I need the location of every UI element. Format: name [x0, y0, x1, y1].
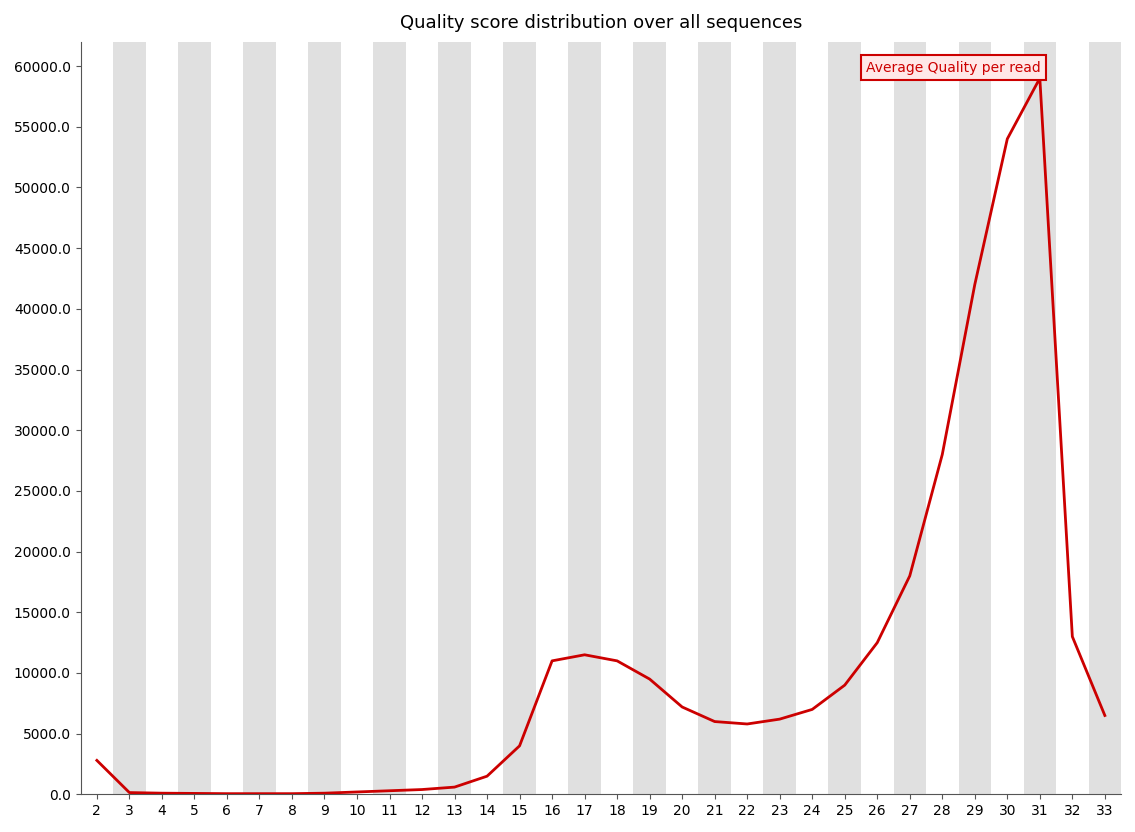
Bar: [633, 42, 666, 795]
Bar: [309, 42, 340, 795]
Bar: [991, 42, 1024, 795]
Bar: [764, 42, 796, 795]
Bar: [471, 42, 503, 795]
Bar: [1056, 42, 1088, 795]
Bar: [243, 42, 276, 795]
Bar: [1024, 42, 1056, 795]
Bar: [536, 42, 569, 795]
Bar: [893, 42, 926, 795]
Bar: [959, 42, 991, 795]
Bar: [861, 42, 893, 795]
Bar: [503, 42, 536, 795]
Bar: [698, 42, 731, 795]
Bar: [373, 42, 406, 795]
Bar: [1088, 42, 1121, 795]
Bar: [438, 42, 471, 795]
Bar: [600, 42, 633, 795]
Title: Quality score distribution over all sequences: Quality score distribution over all sequ…: [400, 14, 802, 32]
Bar: [666, 42, 698, 795]
Bar: [178, 42, 211, 795]
Bar: [796, 42, 829, 795]
Bar: [731, 42, 764, 795]
Bar: [81, 42, 114, 795]
Bar: [569, 42, 600, 795]
Bar: [340, 42, 373, 795]
Bar: [276, 42, 309, 795]
Bar: [211, 42, 243, 795]
Text: Average Quality per read: Average Quality per read: [866, 61, 1041, 75]
Bar: [406, 42, 438, 795]
Bar: [114, 42, 145, 795]
Bar: [829, 42, 861, 795]
Bar: [145, 42, 178, 795]
Bar: [926, 42, 959, 795]
